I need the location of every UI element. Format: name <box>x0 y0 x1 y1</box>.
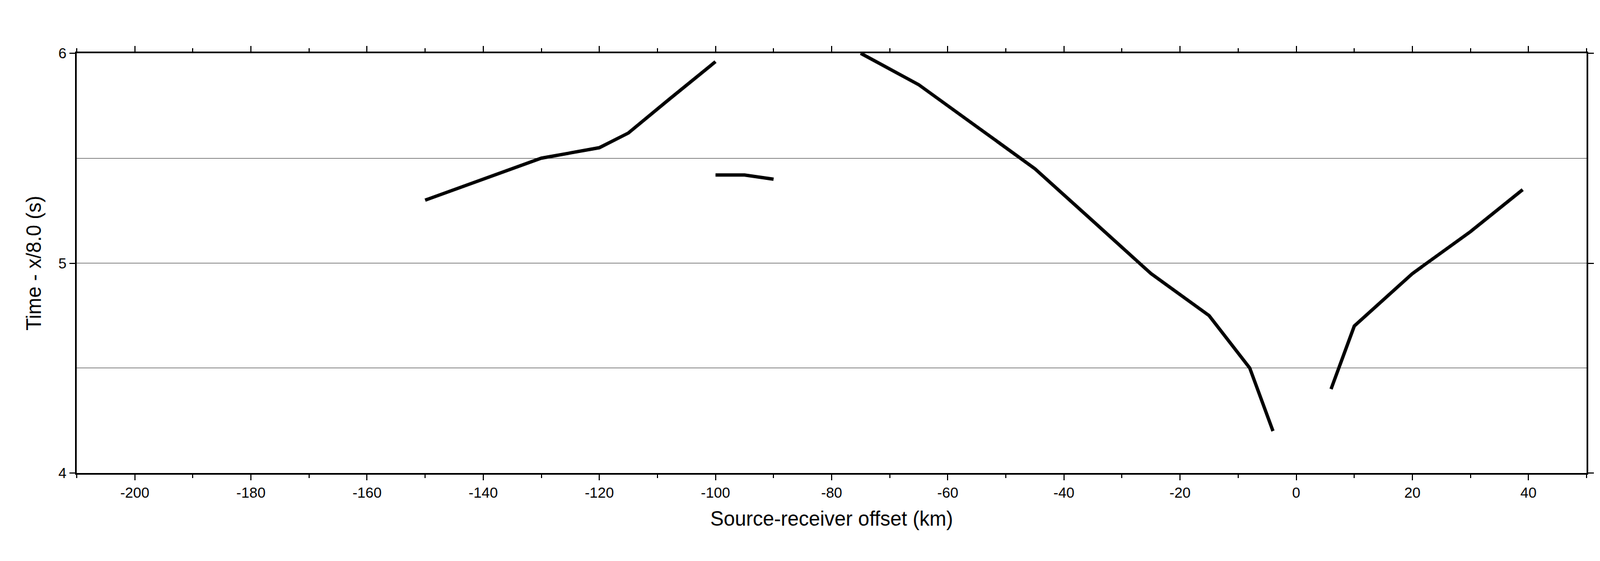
svg-text:20: 20 <box>1403 483 1421 501</box>
svg-text:-200: -200 <box>120 483 150 501</box>
svg-text:0: 0 <box>1291 483 1300 501</box>
svg-text:6: 6 <box>58 44 67 62</box>
svg-text:-80: -80 <box>821 483 843 501</box>
svg-text:-120: -120 <box>584 483 614 501</box>
svg-text:-60: -60 <box>937 483 959 501</box>
svg-text:Source-receiver offset (km): Source-receiver offset (km) <box>710 506 953 530</box>
svg-text:Time - x/8.0 (s): Time - x/8.0 (s) <box>22 195 46 331</box>
svg-text:5: 5 <box>58 254 67 272</box>
svg-text:-180: -180 <box>236 483 266 501</box>
svg-text:-20: -20 <box>1169 483 1191 501</box>
svg-text:-160: -160 <box>352 483 382 501</box>
svg-text:-140: -140 <box>468 483 498 501</box>
svg-text:-100: -100 <box>701 483 731 501</box>
svg-text:-40: -40 <box>1053 483 1075 501</box>
svg-text:40: 40 <box>1520 483 1537 501</box>
svg-text:4: 4 <box>58 464 67 482</box>
